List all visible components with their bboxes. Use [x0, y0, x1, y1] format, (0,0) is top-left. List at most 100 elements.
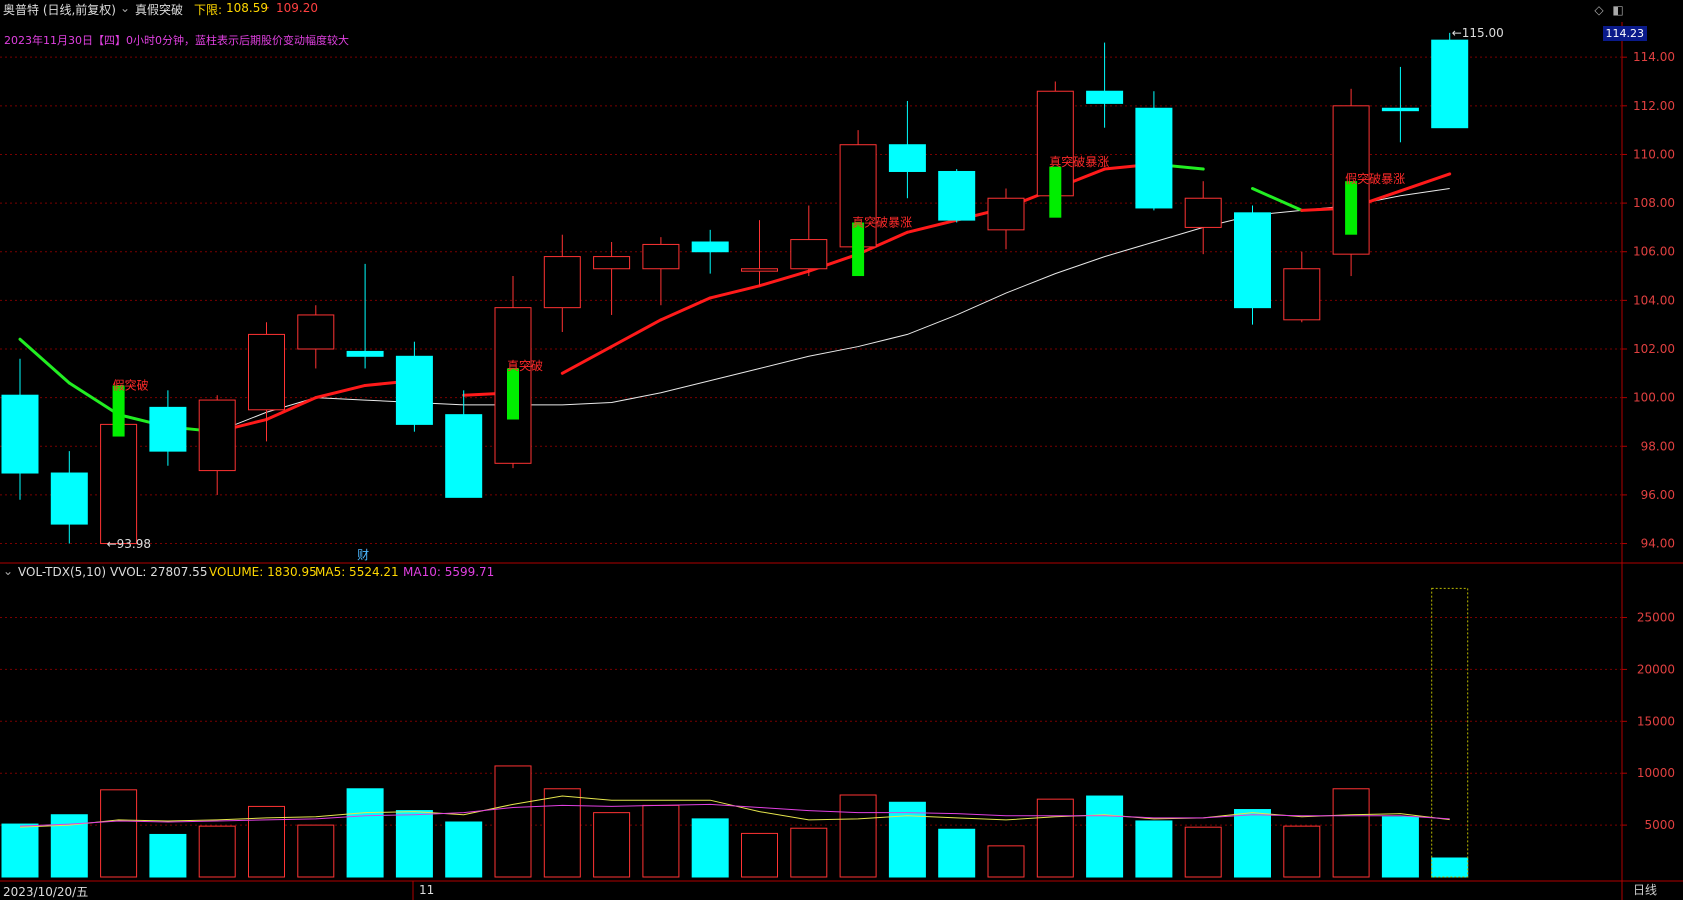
candle-up [790, 239, 828, 270]
candle-down [938, 170, 976, 221]
upper-limit-separator: · [266, 1, 270, 15]
collapse-icon[interactable]: ⌄ [120, 1, 131, 15]
ma10-value: MA10: 5599.71 [403, 565, 495, 579]
diamond-icon[interactable]: ◇ [1594, 3, 1604, 17]
volume-bar-down [1086, 795, 1124, 878]
volume-bar-up [100, 789, 138, 878]
upper-limit-value: 109.20 [276, 1, 318, 15]
volume-bar-up [642, 804, 680, 878]
vol-indicator-name[interactable]: VOL-TDX(5,10) [18, 565, 107, 579]
volume-bar-up [1283, 825, 1321, 878]
ma-short-segment [1398, 172, 1452, 193]
signal-annotation: 假突破暴涨 [1345, 171, 1405, 186]
candle-down [1234, 212, 1271, 309]
candle-down [395, 355, 433, 425]
signal-annotation: 真突破暴涨 [1049, 154, 1109, 169]
volume-bar-down [445, 821, 483, 878]
signal-bar [507, 368, 519, 420]
current-price-tag: 114.23 [1602, 26, 1647, 41]
ma-short-segment [610, 318, 663, 349]
volume-bar-up [297, 824, 335, 878]
candle-down [691, 241, 729, 253]
candle-up [100, 423, 138, 545]
volume-tick-label: 10000 [1637, 766, 1675, 780]
candle-down [1431, 39, 1469, 129]
candle-down [50, 472, 88, 525]
volume-value: VOLUME: 1830.95 [209, 565, 317, 579]
volume-bar-up [741, 832, 778, 878]
ma-short-segment [905, 218, 959, 234]
volume-ma-lines [19, 795, 1450, 828]
signal-bar [852, 222, 865, 277]
candlesticks [1, 32, 1469, 545]
volume-bar-up [198, 825, 236, 878]
signal-bar [1345, 181, 1358, 235]
price-tick-label: 96.00 [1641, 488, 1675, 502]
volume-tick-label: 20000 [1637, 662, 1675, 676]
candle-down [1086, 90, 1124, 104]
volume-tick-label: 25000 [1637, 611, 1675, 625]
candle-down [346, 350, 384, 357]
candle-down [445, 414, 483, 498]
volume-bar-down [346, 788, 384, 878]
candle-down [1135, 107, 1173, 209]
ma-short-segment [560, 345, 614, 375]
price-tick-label: 98.00 [1641, 439, 1675, 453]
candle-down [149, 406, 187, 452]
signal-bars [112, 166, 1358, 437]
price-tick-label: 100.00 [1633, 391, 1675, 405]
volume-bars [1, 587, 1469, 878]
ma-short-segment [708, 284, 761, 300]
volume-bar-up [494, 765, 532, 878]
ma-short-segment [758, 269, 811, 288]
indicator-name[interactable]: 真假突破 [135, 3, 184, 17]
volume-bar-down [1431, 857, 1469, 878]
window-toggle-icon[interactable]: ◧ [1612, 3, 1624, 17]
candle-down [888, 144, 926, 172]
volume-bar-up [1332, 788, 1370, 878]
volume-bar-up [248, 805, 285, 878]
price-tick-label: 102.00 [1633, 342, 1675, 356]
finance-event-marker: 财 [357, 548, 369, 562]
candle-up [1283, 268, 1321, 321]
candle-up [248, 333, 285, 411]
price-tick-label: 106.00 [1633, 245, 1675, 259]
volume-bar-down [1381, 816, 1419, 878]
volume-bar-down [1, 823, 39, 878]
price-tick-label: 110.00 [1633, 147, 1675, 161]
candle-up [642, 243, 680, 270]
volume-bar-down [888, 801, 926, 878]
high-price-marker: ←115.00 [1452, 26, 1504, 40]
candle-down [1381, 107, 1419, 112]
signal-annotation: 假突破 [113, 377, 149, 392]
signal-annotation: 真突破暴涨 [852, 215, 912, 230]
volume-bar-up [543, 788, 581, 878]
volume-bar-down [1135, 820, 1173, 878]
price-tick-label: 114.00 [1633, 50, 1675, 64]
candle-up [741, 268, 778, 272]
signal-annotation: 真突破 [507, 358, 543, 373]
ma-short-segment [314, 383, 367, 400]
volume-bar-up [839, 794, 877, 878]
volume-ma10-line [19, 803, 1450, 827]
ma-short-segment [67, 381, 121, 417]
low-price-marker: ←93.98 [107, 537, 151, 551]
volume-bar-down [149, 833, 187, 878]
ma-short-segment [856, 230, 909, 256]
volume-bar-down [1234, 809, 1271, 878]
vol-collapse-icon[interactable]: ⌄ [3, 564, 14, 578]
volume-bar-up [1184, 826, 1222, 878]
price-tick-label: 112.00 [1633, 99, 1675, 113]
month-marker: 11 [419, 883, 435, 897]
price-tick-label: 108.00 [1633, 196, 1675, 210]
volume-projected-bar [1431, 587, 1469, 878]
volume-bar-down [395, 810, 433, 878]
ma5-value: MA5: 5524.21 [315, 565, 399, 579]
volume-bar-up [1036, 798, 1074, 878]
candle-up [987, 197, 1025, 231]
vvol-value: VVOL: 27807.55 [110, 565, 208, 579]
volume-bar-up [987, 845, 1025, 878]
period-tab-daily[interactable]: 日线 [1632, 883, 1657, 897]
signal-bar [112, 385, 125, 437]
